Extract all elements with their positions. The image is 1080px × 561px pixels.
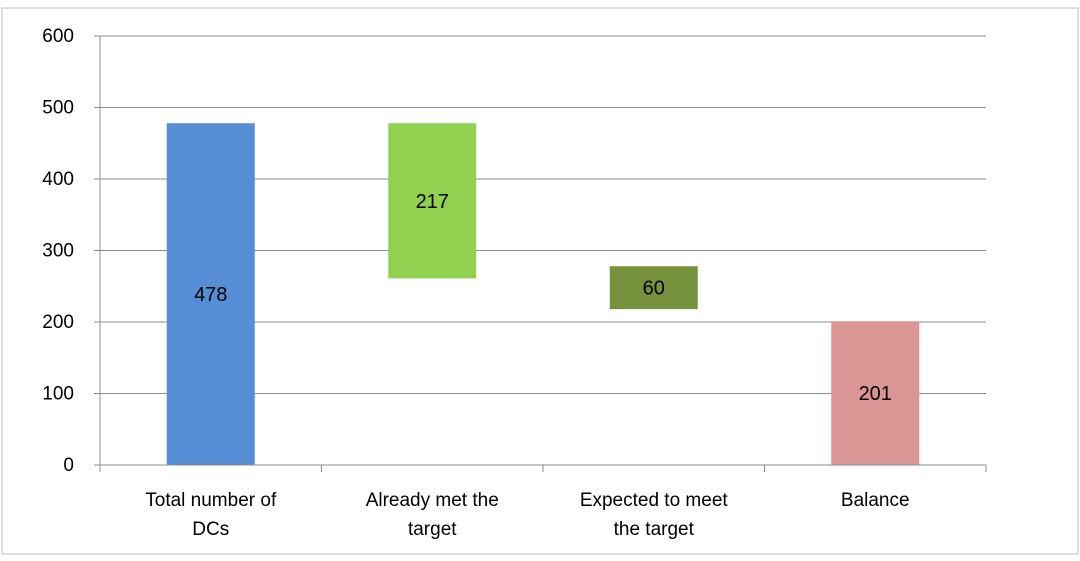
y-tick-label: 300: [42, 241, 74, 262]
x-category-label: Balance: [841, 490, 910, 511]
x-axis: Total number of DCs Already met the target E…: [99, 464, 987, 540]
bar: [166, 123, 255, 465]
x-category-label: Already met the target: [366, 490, 499, 540]
bars: 478 217 60 201: [166, 123, 920, 465]
y-tick-label: 500: [42, 98, 74, 119]
bar: [831, 321, 920, 465]
bar: [609, 266, 698, 310]
y-tick-label: 400: [42, 169, 74, 190]
chart-border: [1, 7, 1079, 555]
y-tick-label: 600: [42, 26, 74, 47]
y-axis: 0 100 200 300 400 500 600: [42, 26, 101, 476]
x-category-label: Expected to meet the target: [580, 490, 729, 540]
data-label: 478: [194, 284, 227, 306]
bar: [388, 123, 477, 279]
data-label: 217: [416, 191, 449, 213]
data-label: 201: [859, 383, 892, 405]
y-tick-label: 0: [63, 455, 74, 476]
x-category-label: Total number of DCs: [145, 490, 277, 540]
data-label: 60: [643, 278, 665, 300]
y-tick-label: 200: [42, 312, 74, 333]
y-tick-label: 100: [42, 384, 74, 405]
